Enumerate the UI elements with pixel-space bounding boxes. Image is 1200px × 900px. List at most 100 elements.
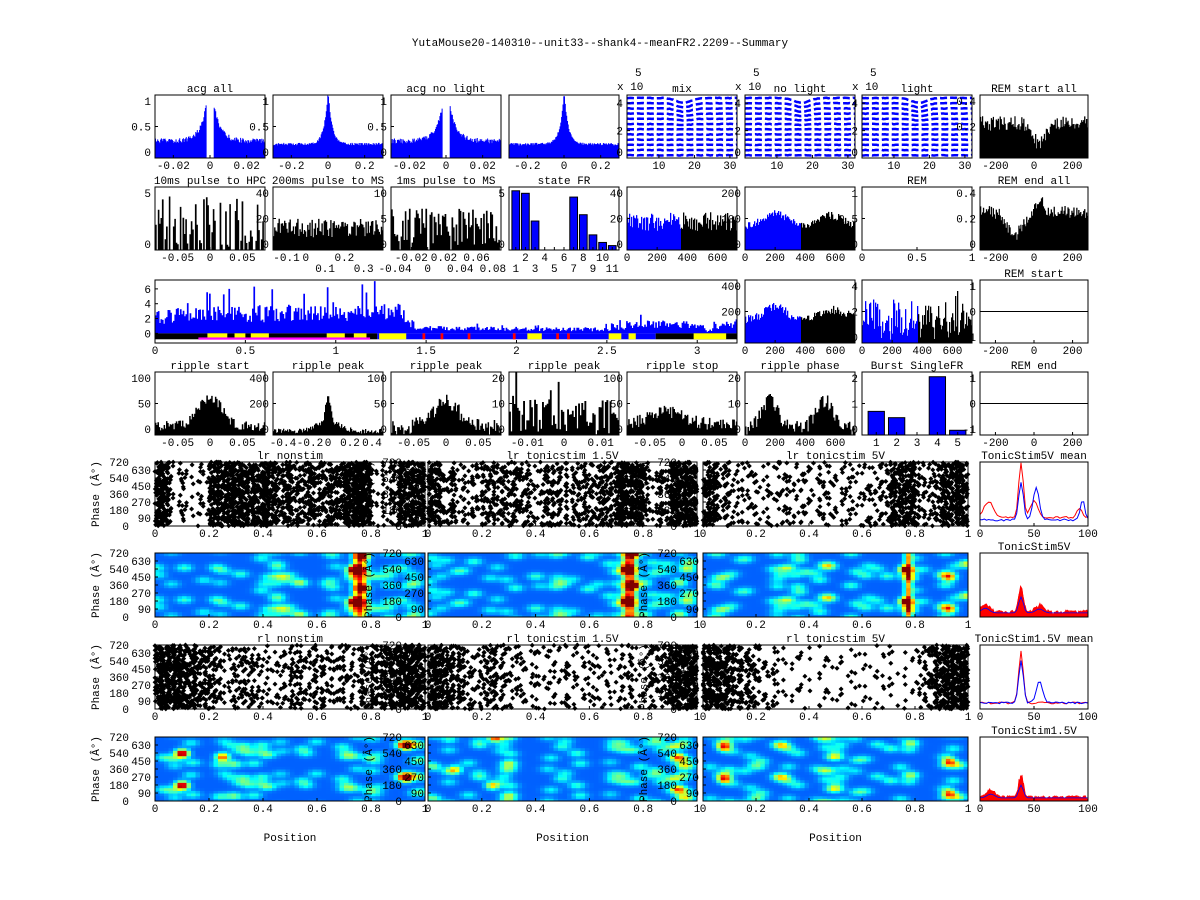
heatmap-cell	[200, 577, 205, 581]
panel-title: ripple peak	[292, 361, 365, 373]
heatmap-cell	[168, 579, 174, 583]
heatmap-cell	[540, 603, 546, 607]
heatmap-cell	[173, 585, 178, 589]
x-tick-label: 0.8	[633, 529, 653, 541]
heatmap-cell	[317, 595, 322, 599]
heatmap-cell	[499, 569, 505, 573]
heatmap-cell	[389, 593, 394, 597]
heatmap-cell	[407, 569, 412, 573]
heatmap-cell	[159, 609, 165, 613]
heatmap-cell	[402, 585, 408, 589]
heatmap-cell	[344, 587, 349, 591]
heatmap-cell	[231, 571, 237, 575]
heatmap-cell	[459, 558, 465, 562]
heatmap-cell	[472, 601, 478, 605]
histogram-bars	[391, 208, 502, 250]
heatmap-cell	[155, 603, 160, 607]
heatmap-cell	[562, 569, 568, 573]
heatmap-cell	[486, 598, 492, 602]
heatmap-cell	[236, 579, 241, 583]
heatmap-cell	[486, 606, 492, 610]
heatmap-cell	[459, 595, 465, 599]
heatmap-cell	[393, 611, 399, 615]
heatmap-cell	[481, 582, 487, 586]
heatmap-cell	[209, 582, 214, 586]
histogram-bars	[391, 394, 502, 435]
heatmap-cell	[200, 566, 205, 570]
heatmap-cell	[177, 590, 183, 594]
heatmap-cell	[549, 598, 554, 602]
heatmap-cell	[357, 577, 363, 581]
heatmap-cell	[281, 603, 286, 607]
heatmap-cell	[437, 614, 442, 618]
heatmap-cell	[576, 587, 581, 591]
heatmap-cell	[468, 606, 474, 610]
heatmap-cell	[276, 611, 282, 615]
heatmap-cell	[420, 577, 426, 581]
heatmap-cell	[191, 590, 196, 594]
heatmap-cell	[445, 593, 451, 597]
heatmap-cell	[204, 579, 210, 583]
heatmap-cell	[499, 611, 505, 615]
heatmap-cell	[321, 598, 327, 602]
y-tick-label: 0	[498, 240, 505, 252]
panel-title: ripple stop	[646, 361, 719, 373]
heatmap-cell	[402, 553, 408, 557]
heatmap-cell	[522, 566, 528, 570]
heatmap-cell	[186, 571, 192, 575]
heatmap-cell	[558, 553, 563, 557]
heatmap-cell	[236, 561, 241, 565]
heatmap-cell	[428, 598, 433, 602]
heatmap-cell	[326, 569, 331, 573]
heatmap-cell	[486, 566, 492, 570]
heatmap-cell	[227, 609, 232, 613]
heatmap-cell	[567, 593, 572, 597]
heatmap-cell	[380, 603, 385, 607]
heatmap-cell	[312, 606, 318, 610]
heatmap-cell	[553, 579, 559, 583]
heatmap-cell	[186, 577, 192, 581]
heatmap-cell	[398, 553, 403, 557]
heatmap-cell	[290, 593, 295, 597]
heatmap-cell	[357, 611, 363, 615]
heatmap-cell	[593, 601, 599, 605]
heatmap-cell	[272, 561, 277, 565]
y-tick-label: 50	[138, 400, 151, 412]
heatmap-cell	[495, 585, 501, 589]
heatmap-cell	[200, 587, 205, 591]
heatmap-cell	[353, 553, 358, 557]
heatmap-cell	[571, 571, 577, 575]
heatmap-cell	[589, 577, 595, 581]
heatmap-cell	[177, 595, 183, 599]
x-tick-label: 0.01	[587, 438, 614, 450]
heatmap-cell	[272, 579, 277, 583]
x-tick-label: -0.04	[379, 264, 412, 276]
heatmap-cell	[254, 571, 259, 575]
heatmap-cell	[477, 563, 483, 567]
heatmap-cell	[245, 571, 250, 575]
y-tick-label: 360	[657, 490, 677, 502]
heatmap-cell	[236, 574, 241, 578]
heatmap-cell	[209, 606, 214, 610]
heatmap-cell	[186, 555, 192, 559]
heatmap-cell	[584, 561, 590, 565]
heatmap-cell	[499, 614, 505, 618]
panel-title: REM start	[1004, 269, 1063, 281]
heatmap-cell	[231, 577, 237, 581]
heatmap-cell	[411, 603, 417, 607]
heatmap-cell	[303, 598, 309, 602]
panel-title: lr tonicstim 1.5V	[506, 451, 619, 463]
heatmap-cell	[589, 561, 595, 565]
heatmap-cell	[486, 603, 492, 607]
heatmap-cell	[549, 611, 554, 615]
heatmap-cell	[182, 571, 187, 575]
heatmap-cell	[463, 563, 469, 567]
heatmap-cell	[195, 566, 201, 570]
heatmap-cell	[468, 590, 474, 594]
heatmap-cell	[258, 571, 264, 575]
x-tick-label: 4	[541, 253, 548, 265]
heatmap-cell	[308, 598, 313, 602]
heatmap-cell	[420, 555, 426, 559]
heatmap-cell	[468, 587, 474, 591]
